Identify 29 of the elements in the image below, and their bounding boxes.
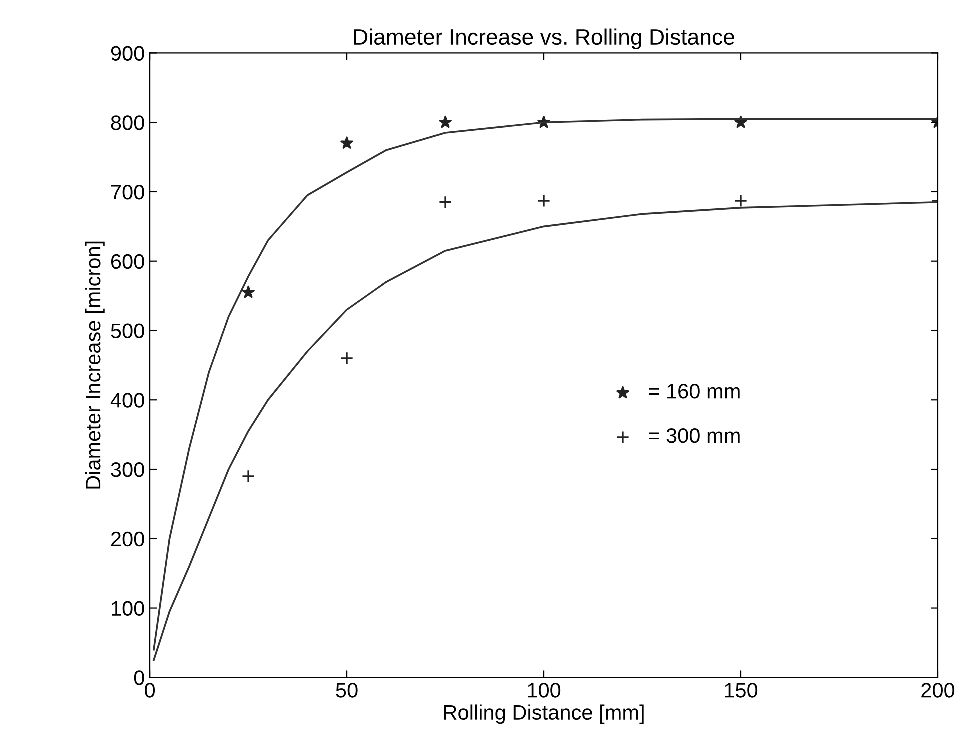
- point: [340, 136, 354, 149]
- point: [734, 194, 748, 208]
- point: [537, 194, 551, 208]
- point: [340, 352, 354, 366]
- y-tick-label: 500: [111, 324, 144, 338]
- y-axis-title: Diameter Increase [micron]: [85, 242, 105, 489]
- point: [438, 196, 452, 210]
- y-tick-label: 200: [111, 532, 144, 547]
- x-tick-label: 50: [336, 683, 358, 698]
- x-axis-title: Rolling Distance [mm]: [444, 704, 644, 724]
- point: [439, 116, 452, 128]
- x-tick-label: 150: [725, 683, 758, 698]
- y-tick-label: 400: [110, 393, 144, 408]
- y-tick-label: 300: [111, 462, 144, 478]
- y-tick-label: 600: [111, 254, 144, 270]
- y-tick-label: 0: [134, 670, 144, 686]
- legend-label: = 300 mm: [649, 428, 740, 444]
- x-tick-label: 200: [922, 683, 955, 698]
- y-tick-label: 100: [112, 601, 144, 616]
- legend-label: = 160 mm: [649, 384, 740, 399]
- point: [734, 116, 748, 128]
- chart-title: Diameter Increase vs. Rolling Distance: [354, 28, 734, 50]
- y-tick-label: 700: [111, 184, 144, 200]
- x-tick-label: 0: [145, 683, 156, 698]
- y-tick-label: 800: [111, 116, 144, 130]
- point: [242, 470, 256, 484]
- point: [242, 286, 255, 298]
- y-tick-label: 900: [111, 46, 144, 61]
- x-tick-label: 100: [528, 683, 561, 698]
